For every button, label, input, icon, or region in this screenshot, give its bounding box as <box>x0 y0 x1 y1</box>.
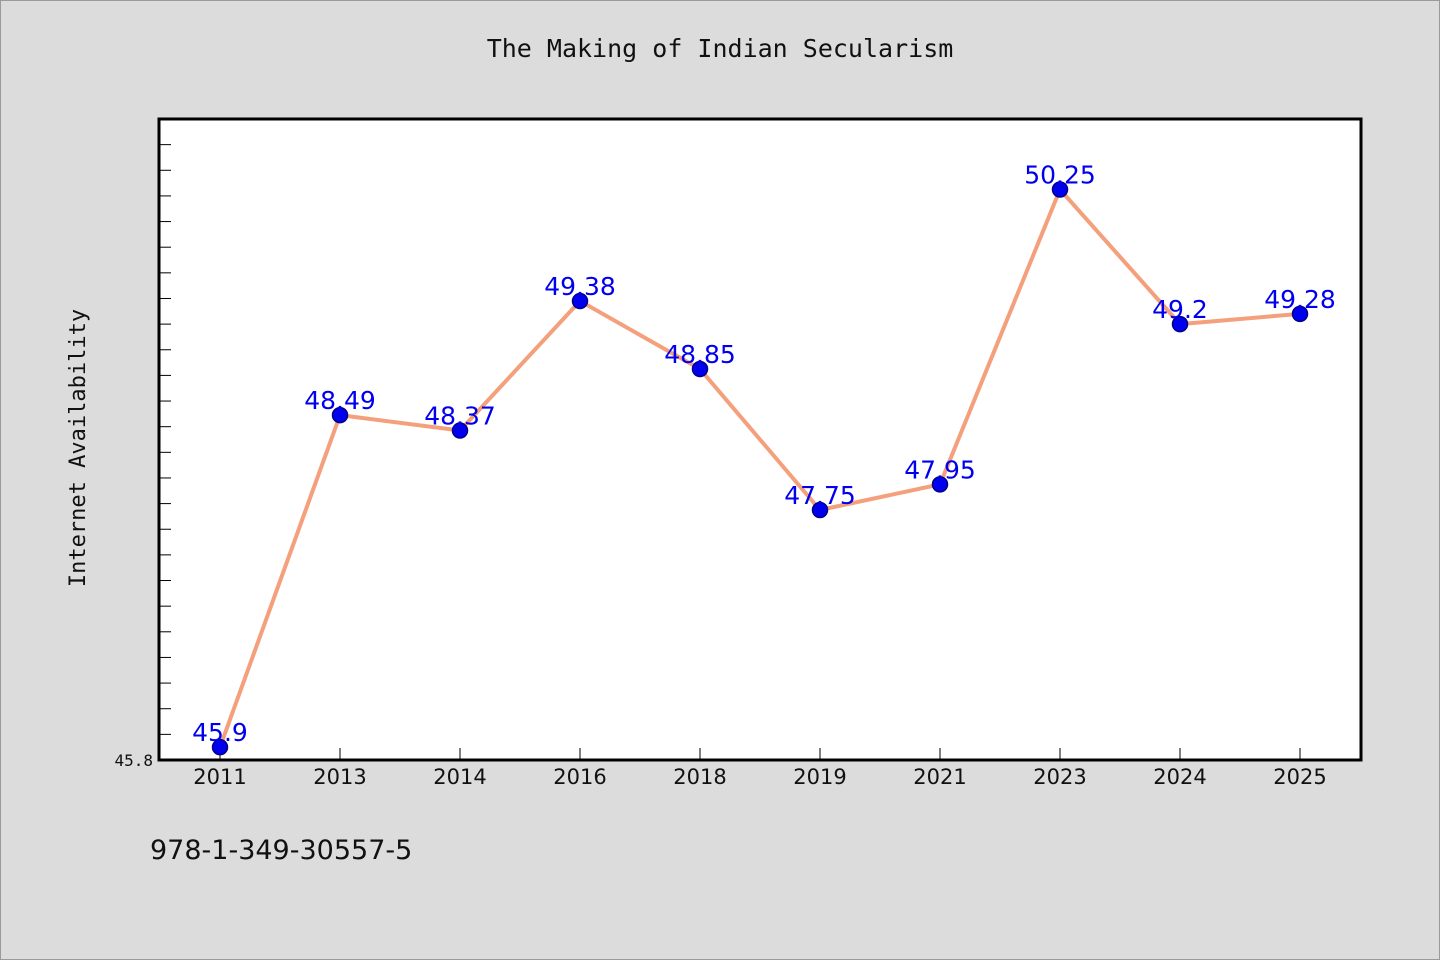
x-tick-label: 2011 <box>193 765 246 789</box>
data-label: 48.37 <box>424 402 496 431</box>
data-label: 49.28 <box>1264 285 1336 314</box>
data-point <box>1051 181 1069 198</box>
data-point <box>211 738 229 756</box>
series-line-group <box>218 187 1301 748</box>
data-label: 47.95 <box>904 455 976 484</box>
data-label: 50.25 <box>1024 161 1096 190</box>
data-point <box>1171 315 1189 333</box>
x-tick-label: 2024 <box>1153 765 1206 789</box>
isbn-text: 978-1-349-30557-5 <box>150 835 413 866</box>
data-label: 48.85 <box>664 340 736 369</box>
x-tick-label: 2014 <box>433 765 486 789</box>
data-point <box>451 422 469 439</box>
chart-title: The Making of Indian Secularism <box>486 34 954 63</box>
x-tick-label: 2025 <box>1273 765 1326 789</box>
y-tick-label: 45.8 <box>114 751 153 770</box>
series-markers-group <box>211 181 1309 756</box>
data-labels-group: 45.9 48.49 48.37 49.38 48.85 47.75 47.95 50.25 4… <box>192 161 1336 748</box>
x-tick-label: 2016 <box>553 765 606 789</box>
data-point <box>571 292 589 310</box>
data-point <box>811 501 829 519</box>
x-tick-label: 2023 <box>1033 765 1086 789</box>
data-label: 45.9 <box>192 718 248 747</box>
x-tick-label: 2021 <box>913 765 966 789</box>
data-point <box>691 360 709 378</box>
x-tick-label: 2019 <box>793 765 846 789</box>
data-label: 49.38 <box>544 272 616 301</box>
series-line <box>218 187 1301 748</box>
x-tick-label: 2013 <box>313 765 366 789</box>
data-label: 47.75 <box>784 481 856 510</box>
data-label: 49.2 <box>1152 295 1208 324</box>
y-axis-ticks <box>159 144 171 735</box>
x-tick-label: 2018 <box>673 765 726 789</box>
data-point <box>1291 305 1309 323</box>
data-point <box>331 406 349 424</box>
data-point <box>931 476 949 493</box>
y-axis-label: Internet Availability <box>66 309 91 587</box>
data-label: 48.49 <box>304 386 376 415</box>
y-axis-tick-labels: 45.8 <box>114 751 153 770</box>
x-axis-tick-labels: 2011 2013 2014 2016 2018 2019 2021 2023 2024 2025 <box>193 765 1326 789</box>
